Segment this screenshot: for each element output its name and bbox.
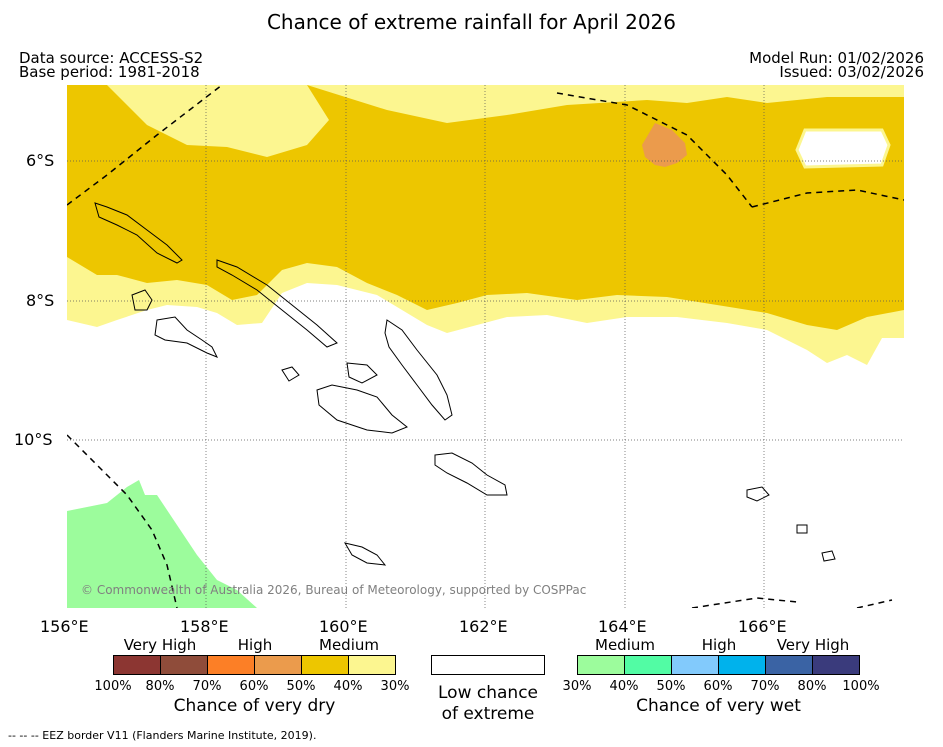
lon-tick-162: 162°E [459, 617, 508, 636]
dry-swatch-5 [301, 655, 349, 675]
low-chance-swatch [431, 655, 545, 675]
lat-tick-6s: 6°S [26, 151, 55, 170]
issued-label: Issued: 03/02/2026 [779, 63, 924, 81]
lat-tick-8s: 8°S [26, 291, 55, 310]
wet-category-medium: Medium [595, 636, 655, 654]
wet-swatch-3 [671, 655, 719, 675]
rainfall-map: © Commonwealth of Australia 2026, Bureau… [67, 85, 904, 608]
copyright-notice: © Commonwealth of Australia 2026, Bureau… [81, 583, 586, 597]
wet-pct-80: 80% [797, 679, 827, 694]
dry-medium-region [67, 85, 904, 330]
dry-category-high: High [237, 636, 273, 654]
lon-tick-158: 158°E [180, 617, 229, 636]
dry-swatch-1 [113, 655, 161, 675]
lon-tick-160: 160°E [319, 617, 368, 636]
wet-category-high: High [701, 636, 737, 654]
coastlines [94, 202, 836, 566]
low-chance-caption-line1: Low chance [438, 683, 538, 703]
eez-footnote: -- -- -- EEZ border V11 (Flanders Marine… [8, 729, 317, 742]
lon-tick-166: 166°E [738, 617, 787, 636]
model-run-label: Model Run: 01/02/2026 [749, 49, 924, 67]
wet-medium-region [67, 480, 257, 608]
data-source-label: Data source: ACCESS-S2 [19, 49, 204, 67]
dry-swatch-3 [207, 655, 255, 675]
wet-swatch-5 [765, 655, 813, 675]
lon-tick-164: 164°E [598, 617, 647, 636]
dry-category-very-high: Very High [123, 636, 197, 654]
low-chance-area-east [795, 128, 891, 169]
dry-pct-50: 50% [286, 679, 316, 694]
wet-swatch-2 [624, 655, 672, 675]
wet-pct-70: 70% [750, 679, 780, 694]
wet-category-very-high: Very High [776, 636, 850, 654]
wet-swatch-4 [718, 655, 766, 675]
wet-pct-40: 40% [609, 679, 639, 694]
wet-swatch-6 [812, 655, 860, 675]
dry-swatch-6 [348, 655, 396, 675]
lon-tick-156: 156°E [40, 617, 89, 636]
dry-pct-70: 70% [192, 679, 222, 694]
dry-swatch-2 [160, 655, 208, 675]
dry-category-medium: Medium [319, 636, 379, 654]
base-period-label: Base period: 1981-2018 [19, 63, 200, 81]
dry-pct-80: 80% [145, 679, 175, 694]
dry-high-spot [642, 123, 687, 167]
dry-swatch-4 [254, 655, 302, 675]
wet-pct-50: 50% [656, 679, 686, 694]
dry-pct-100: 100% [94, 679, 132, 694]
dry-pct-30: 30% [380, 679, 410, 694]
eez-borders [67, 85, 904, 608]
wet-swatch-1 [577, 655, 625, 675]
lat-tick-10s: 10°S [14, 430, 53, 449]
map-title: Chance of extreme rainfall for April 202… [266, 10, 677, 34]
low-chance-caption-line2: of extreme [441, 704, 535, 724]
dry-pct-60: 60% [239, 679, 269, 694]
dry-legend-caption: Chance of very dry [173, 696, 336, 716]
wet-pct-30: 30% [562, 679, 592, 694]
dry-pct-40: 40% [333, 679, 363, 694]
map-grid [67, 85, 904, 608]
wet-pct-100: 100% [842, 679, 880, 694]
wet-pct-60: 60% [703, 679, 733, 694]
wet-legend-caption: Chance of very wet [636, 696, 801, 716]
